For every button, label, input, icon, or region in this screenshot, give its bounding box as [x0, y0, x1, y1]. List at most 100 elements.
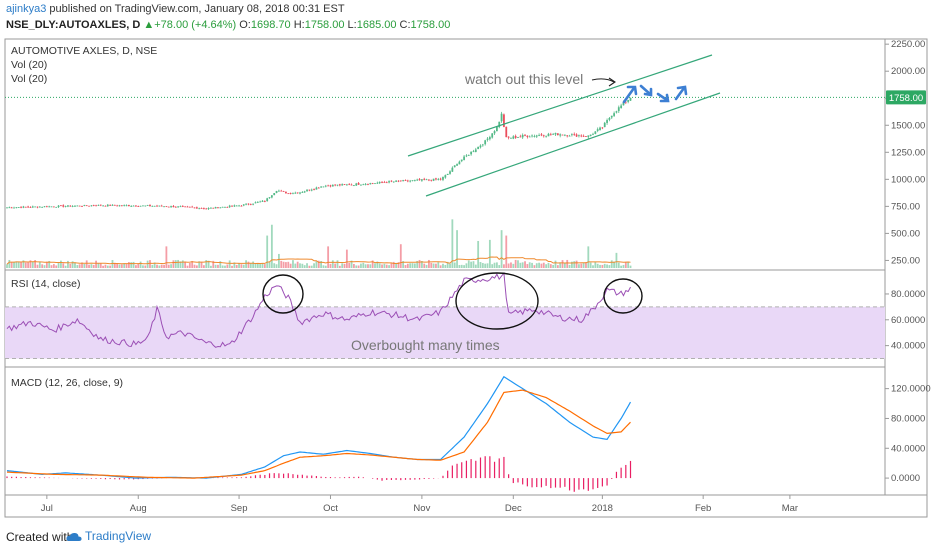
- macd-histogram-bar: [611, 478, 613, 479]
- annotation-watch-level: watch out this level: [464, 71, 583, 87]
- volume-bar: [336, 260, 339, 268]
- candle-body: [106, 204, 109, 207]
- volume-bar: [467, 260, 470, 268]
- annotation-overbought: Overbought many times: [351, 337, 500, 353]
- volume-bar: [341, 263, 344, 268]
- volume-bar: [566, 259, 569, 268]
- volume-bar: [556, 265, 559, 268]
- candle-body: [578, 135, 580, 137]
- volume-bar: [198, 261, 201, 268]
- volume-bar: [200, 261, 203, 268]
- candle-body: [322, 186, 325, 188]
- candle-body: [514, 135, 517, 138]
- volume-bar: [99, 263, 102, 268]
- candle-body: [210, 207, 212, 209]
- volume-bar: [85, 260, 88, 268]
- volume-bar: [285, 262, 287, 268]
- volume-bar: [514, 259, 517, 268]
- volume-bar: [233, 262, 236, 268]
- price-tick-label: 500.00: [891, 228, 920, 239]
- volume-bar: [315, 261, 318, 268]
- volume-bar: [48, 260, 51, 268]
- candle-body: [181, 206, 184, 207]
- volume-bar: [320, 261, 322, 268]
- volume-bar: [547, 262, 550, 268]
- candle-body: [512, 136, 515, 139]
- candle-body: [439, 178, 442, 180]
- volume-bar: [50, 265, 53, 268]
- volume-bar: [613, 261, 615, 268]
- macd-histogram-bar: [11, 476, 13, 479]
- time-tick-label: 2018: [592, 503, 613, 514]
- macd-histogram-bar: [550, 478, 552, 489]
- candle-body: [198, 208, 201, 210]
- candle-body: [324, 185, 327, 187]
- volume-bar: [242, 264, 245, 268]
- macd-histogram-bar: [564, 478, 566, 487]
- candle-body: [240, 205, 243, 207]
- tradingview-brand[interactable]: TradingView: [66, 529, 151, 543]
- close-label: C:: [399, 19, 411, 31]
- volume-bar: [263, 264, 266, 268]
- candle-body: [313, 189, 315, 190]
- candle-body: [127, 204, 130, 207]
- volume-bar: [575, 260, 578, 268]
- price-tick-label: 250.00: [891, 255, 920, 266]
- candle-body: [266, 198, 269, 202]
- candle-body: [336, 184, 339, 186]
- candle-body: [48, 206, 51, 208]
- macd-histogram-bar: [484, 456, 486, 479]
- volume-bars: [6, 219, 632, 268]
- candle-body: [348, 184, 351, 186]
- volume-bar: [57, 262, 60, 268]
- macd-histogram-bar: [245, 476, 247, 479]
- candle-body: [273, 193, 276, 196]
- volume-bar: [428, 259, 430, 268]
- candle-body: [172, 205, 175, 208]
- volume-bar: [95, 260, 97, 268]
- candle-body: [355, 183, 358, 186]
- candle-body: [144, 205, 147, 207]
- candle-body: [74, 205, 76, 207]
- volume-bar: [479, 262, 482, 268]
- volume-bar: [596, 263, 599, 268]
- candle-body: [362, 184, 365, 186]
- candle-body: [596, 129, 599, 131]
- candle-body: [528, 136, 531, 138]
- macd-histogram-bar: [236, 477, 238, 479]
- candle-body: [142, 205, 144, 207]
- volume-bar: [20, 262, 22, 268]
- candle-body: [629, 97, 632, 101]
- volume-bar: [146, 260, 149, 268]
- time-tick-label: Oct: [323, 503, 338, 514]
- candle-body: [76, 205, 79, 207]
- candle-body: [317, 187, 320, 189]
- volume-bar: [399, 244, 402, 268]
- author-link[interactable]: ajinkya3: [6, 3, 47, 15]
- blue-arrow-1-icon: [622, 86, 636, 104]
- price-pane-title: AUTOMOTIVE AXLES, D, NSE: [11, 45, 157, 57]
- macd-histogram-bar: [254, 475, 257, 479]
- macd-histogram-bar: [25, 477, 27, 479]
- macd-histogram-bar: [6, 476, 8, 479]
- candle-body: [116, 205, 119, 207]
- candle-body: [620, 105, 623, 108]
- candle-body: [334, 184, 337, 186]
- volume-bar: [378, 263, 381, 268]
- macd-histogram-bar: [43, 477, 46, 479]
- candle-body: [50, 206, 53, 208]
- candle-body: [167, 206, 170, 208]
- chart-canvas[interactable]: 2250.002000.001750.001500.001250.001000.…: [0, 36, 932, 522]
- volume-bar: [228, 260, 231, 268]
- macd-histogram-bar: [320, 476, 322, 479]
- candle-body: [442, 177, 444, 180]
- macd-histogram-bar: [231, 477, 233, 479]
- volume-bar: [477, 240, 480, 268]
- macd-histogram-bar: [34, 477, 36, 479]
- volume-bar: [156, 264, 158, 268]
- candle-body: [559, 134, 562, 136]
- rsi-circle-3: [603, 278, 643, 314]
- candle-body: [571, 134, 573, 136]
- macd-histogram-bar: [147, 478, 149, 479]
- candle-body: [254, 202, 257, 204]
